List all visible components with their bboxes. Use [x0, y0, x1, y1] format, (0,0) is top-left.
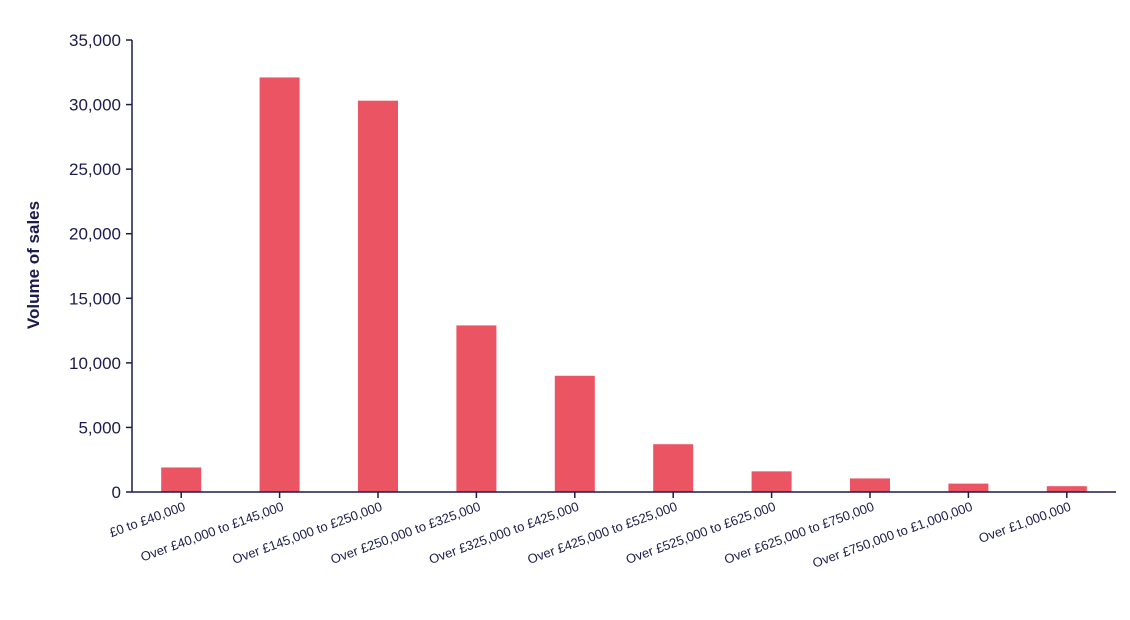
y-tick-label: 25,000: [69, 160, 121, 179]
x-tick-label: Over £750,000 to £1,000,000: [810, 499, 974, 571]
y-axis-ticks: 0 5,000 10,000 15,000 20,000 25,000 30,000 35,0…: [69, 31, 132, 502]
y-axis-title: Volume of sales: [24, 201, 43, 329]
y-tick-label: 10,000: [69, 354, 121, 373]
x-tick-label: Over £1,000,000: [977, 499, 1073, 546]
y-tick-label: 15,000: [69, 289, 121, 308]
bar: [456, 325, 497, 492]
bars: [161, 77, 1087, 493]
bar: [1046, 486, 1087, 492]
y-tick-label: 0: [112, 483, 121, 502]
y-tick-label: 30,000: [69, 96, 121, 115]
bar: [358, 100, 398, 492]
bar: [850, 478, 890, 492]
bar: [948, 483, 989, 492]
x-tick-label: £0 to £40,000: [107, 499, 187, 540]
y-tick-label: 5,000: [78, 418, 121, 437]
y-tick-label: 20,000: [69, 225, 121, 244]
bar: [554, 375, 595, 492]
y-tick-label: 35,000: [69, 31, 121, 50]
bar: [653, 444, 694, 492]
bar: [751, 471, 792, 492]
bar: [161, 467, 202, 492]
bar: [259, 77, 300, 493]
